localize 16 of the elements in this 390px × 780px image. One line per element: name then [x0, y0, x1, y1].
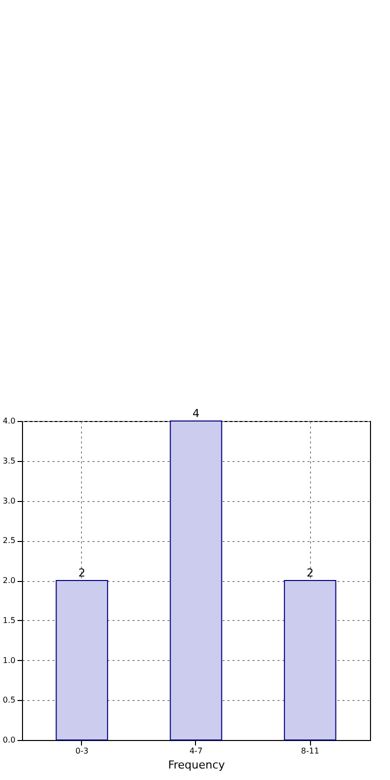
data-label: 2	[78, 566, 86, 580]
y-tick-label: 1.0	[2, 656, 16, 665]
x-tick-label: 4-7	[189, 746, 203, 756]
data-label: 2	[306, 566, 314, 580]
y-tick-label: 2.5	[2, 536, 16, 546]
y-tick-label: 4.0	[2, 416, 16, 426]
y-tick-label: 1.5	[2, 616, 16, 625]
x-tick-label: 0-3	[75, 746, 88, 756]
y-tick-label: 0.5	[2, 696, 16, 705]
data-label: 4	[192, 407, 200, 420]
y-tick-label: 3.5	[2, 456, 16, 466]
x-axis-title: Frequency	[168, 758, 226, 772]
x-tick-label: 8-11	[301, 746, 320, 756]
y-tick-label: 0.0	[2, 736, 16, 744]
y-tick-label: 3.0	[2, 496, 16, 506]
y-tick-label: 2.0	[2, 576, 16, 585]
